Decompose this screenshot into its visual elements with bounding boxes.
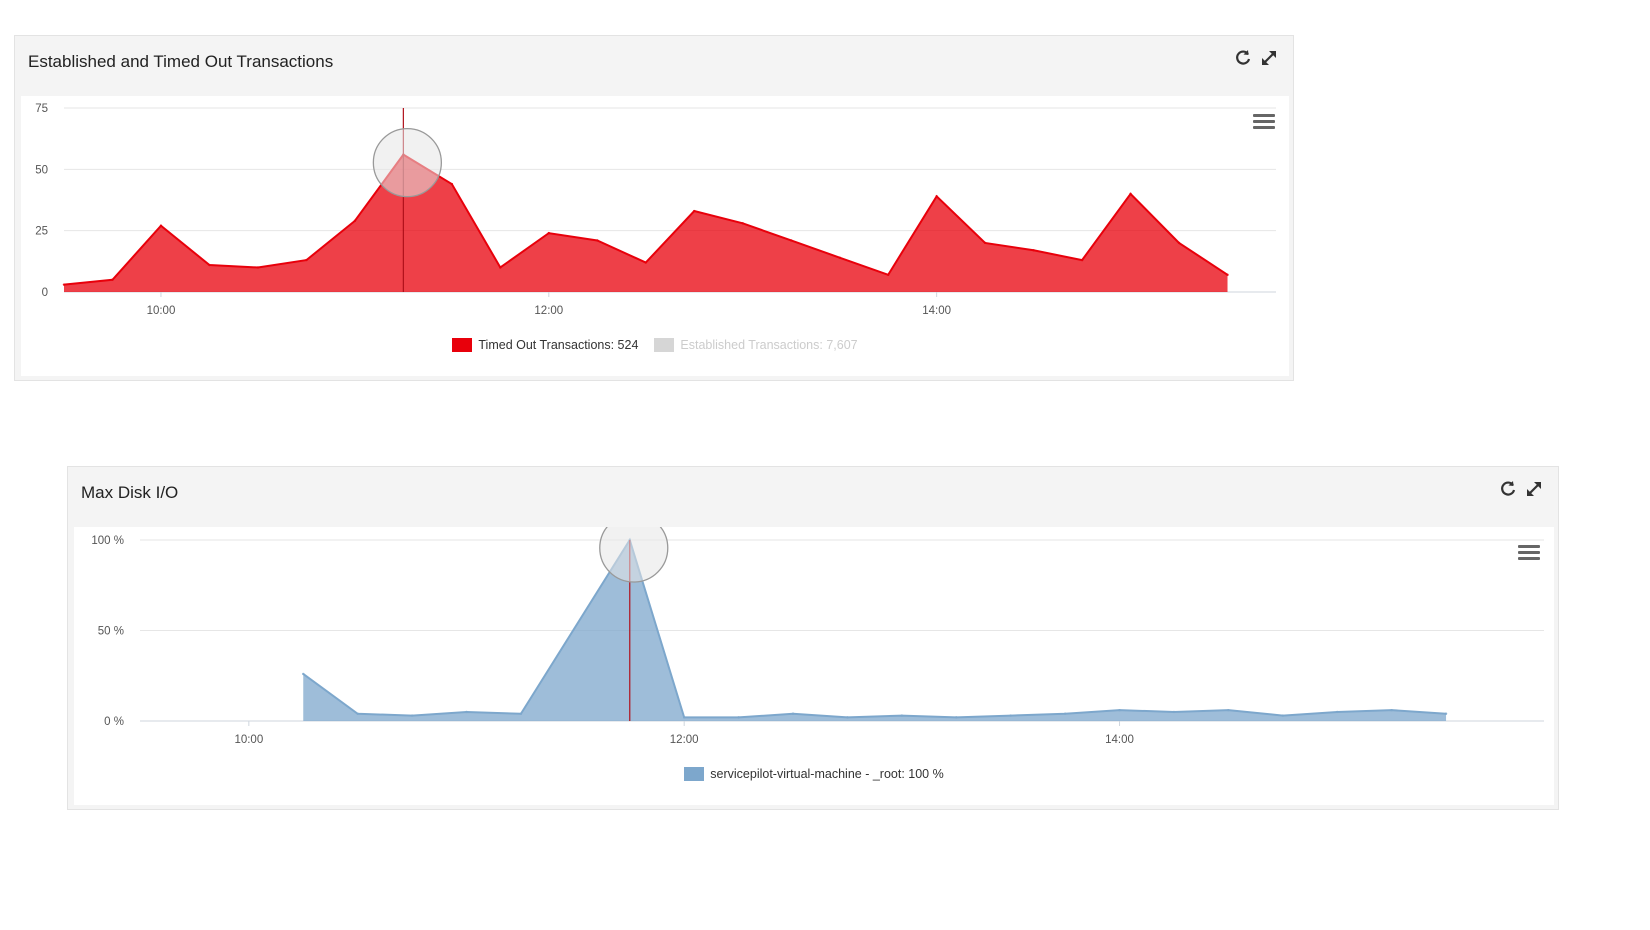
data-point — [1080, 258, 1084, 262]
y-tick-label: 25 — [35, 226, 48, 238]
y-tick-label: 50 — [35, 164, 48, 176]
data-point — [111, 278, 114, 281]
menu-icon[interactable] — [1518, 545, 1540, 563]
data-point — [596, 239, 599, 242]
disk-io-chart[interactable]: 0 % 50 % 100 % 10:00 12:00 14:00 — [74, 513, 1554, 805]
transactions-chart[interactable]: 0 25 50 75 10:00 12:00 14:00 — [21, 96, 1289, 376]
data-point — [682, 716, 686, 719]
y-tick-label: 0 % — [104, 716, 124, 728]
x-tick-label: 10:00 — [147, 305, 176, 317]
chart-legend: Timed Out Transactions: 524 Established … — [21, 338, 1289, 352]
data-point — [900, 714, 904, 717]
x-tick-label: 12:00 — [534, 305, 563, 317]
y-tick-label: 75 — [35, 103, 48, 115]
y-tick-label: 50 % — [98, 626, 124, 638]
series-area — [303, 540, 1447, 721]
data-point — [935, 195, 938, 198]
legend-item-established[interactable]: Established Transactions: 7,607 — [654, 338, 858, 352]
legend-label: Timed Out Transactions: 524 — [478, 338, 639, 352]
x-tick-label: 12:00 — [670, 734, 699, 746]
data-point — [1177, 241, 1181, 245]
data-point — [1129, 192, 1132, 196]
data-point — [983, 241, 987, 245]
data-point — [1032, 249, 1035, 252]
data-point — [208, 263, 211, 267]
series-line — [302, 537, 1447, 719]
data-point — [790, 239, 793, 242]
expand-icon[interactable] — [1259, 48, 1279, 68]
data-point — [1226, 273, 1229, 277]
data-point — [955, 716, 958, 719]
legend-label: servicepilot-virtual-machine - _root: 10… — [710, 767, 944, 781]
data-point — [465, 710, 468, 714]
transactions-panel: Established and Timed Out Transactions 0… — [14, 35, 1294, 381]
legend-item-timed-out[interactable]: Timed Out Transactions: 524 — [452, 338, 638, 352]
data-point — [1063, 712, 1067, 715]
legend-swatch — [452, 338, 473, 352]
data-point — [693, 209, 696, 213]
data-point — [499, 266, 502, 269]
data-point — [886, 273, 890, 277]
series-area — [64, 154, 1228, 292]
legend-label: Established Transactions: 7,607 — [680, 338, 858, 352]
data-point — [1227, 708, 1230, 712]
panel-tools — [1498, 479, 1544, 499]
data-point — [302, 672, 305, 676]
panel-tools — [1233, 48, 1279, 68]
y-tick-label: 0 — [42, 287, 48, 299]
data-point — [353, 219, 357, 223]
legend-item-root[interactable]: servicepilot-virtual-machine - _root: 10… — [684, 767, 944, 781]
data-point — [305, 258, 308, 262]
data-point — [519, 712, 523, 715]
data-point — [741, 222, 744, 225]
refresh-icon[interactable] — [1233, 48, 1253, 68]
transactions-chart-area: 0 25 50 75 10:00 12:00 14:00 Timed Out Transac… — [21, 96, 1289, 376]
legend-swatch — [684, 767, 705, 781]
data-point — [159, 224, 163, 227]
panel-title: Established and Timed Out Transactions — [28, 52, 334, 71]
data-point — [62, 283, 66, 286]
data-point — [356, 712, 359, 715]
y-tick-label: 100 % — [91, 535, 124, 547]
data-point — [644, 261, 647, 264]
data-point — [846, 716, 849, 719]
data-point — [1390, 708, 1393, 712]
data-point — [838, 256, 841, 259]
data-point — [1444, 712, 1448, 715]
data-point — [547, 231, 550, 235]
highlight-marker — [372, 127, 443, 198]
data-point — [1281, 714, 1284, 717]
data-point — [737, 716, 740, 719]
panel-title: Max Disk I/O — [81, 483, 179, 502]
legend-swatch — [654, 338, 675, 352]
data-point — [791, 712, 795, 715]
data-point — [1336, 710, 1339, 714]
data-point — [1118, 708, 1121, 712]
x-tick-label: 14:00 — [1105, 734, 1134, 746]
data-point — [450, 182, 454, 186]
expand-icon[interactable] — [1524, 479, 1544, 499]
x-tick-label: 10:00 — [234, 734, 263, 746]
data-point — [256, 266, 260, 269]
menu-icon[interactable] — [1253, 114, 1275, 132]
data-point — [1172, 710, 1176, 714]
data-point — [1009, 714, 1012, 717]
chart-legend: servicepilot-virtual-machine - _root: 10… — [74, 767, 1554, 781]
x-tick-label: 14:00 — [922, 305, 951, 317]
refresh-icon[interactable] — [1498, 479, 1518, 499]
disk-io-chart-area: 0 % 50 % 100 % 10:00 12:00 14:00 servicepilot… — [74, 513, 1554, 805]
disk-io-panel: Max Disk I/O 0 % 50 % 100 % 10:00 12:00 14:00… — [67, 466, 1559, 810]
data-point — [410, 714, 414, 717]
